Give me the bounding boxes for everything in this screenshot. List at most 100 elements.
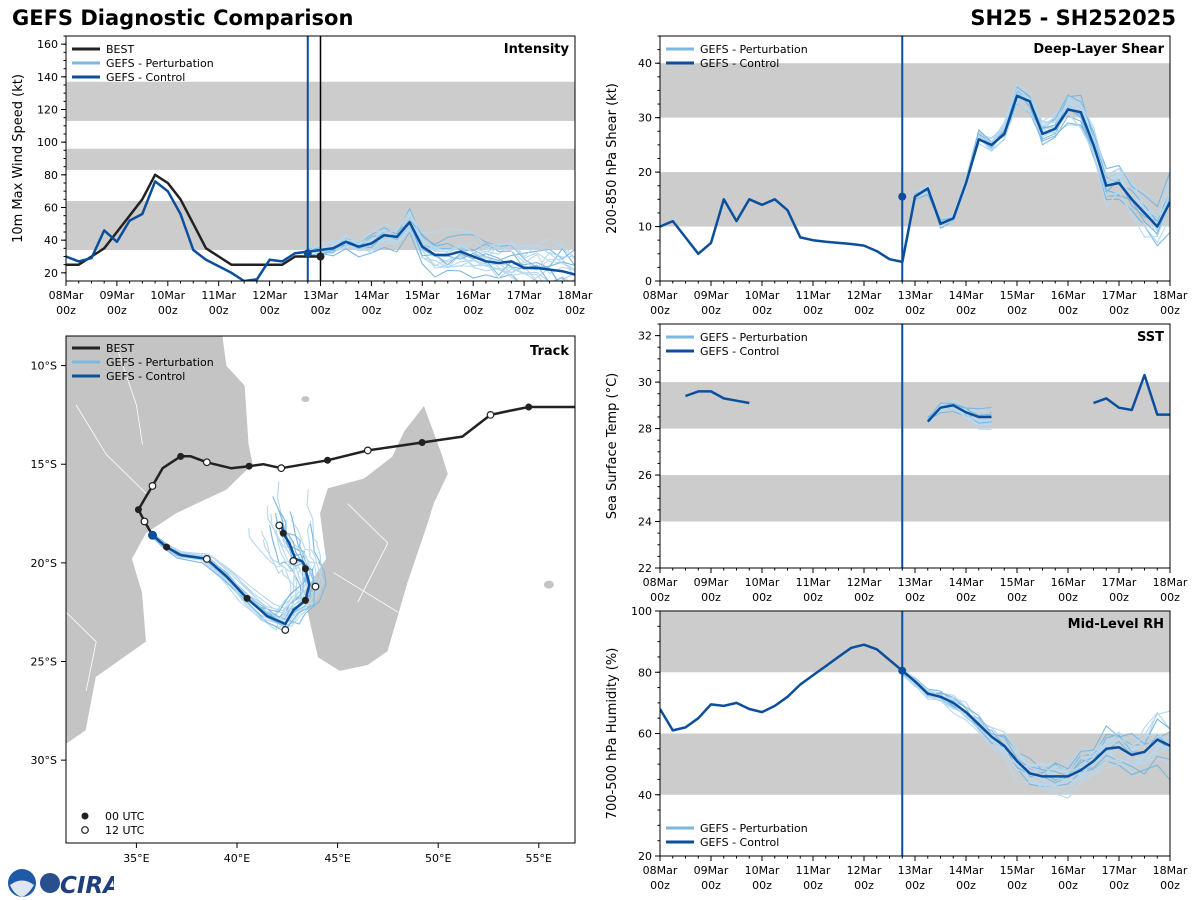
legend-label: GEFS - Control [106,71,185,84]
x-tick-sublabel: 00z [1007,591,1027,604]
map-area [66,336,575,746]
x-tick-label: 09Mar [694,289,729,302]
y-tick-label: 20 [638,850,652,863]
madagascar-landmass [302,403,449,672]
plot-frame [659,323,1171,569]
lon-tick-label: 45°E [324,852,350,865]
x-tick-label: 14Mar [949,864,984,877]
perturbation-line [307,210,575,270]
lat-tick-label: 30°S [31,754,57,767]
x-tick-sublabel: 00z [362,304,382,317]
control-track [151,523,311,626]
y-tick-label: 40 [638,57,652,70]
x-tick-sublabel: 00z [752,304,772,317]
x-tick-label: 17Mar [1102,289,1137,302]
x-tick-label: 18Mar [558,289,593,302]
utc12-point [486,411,495,419]
lon-tick-label: 50°E [425,852,451,865]
x-tick-sublabel: 00z [752,879,772,892]
x-tick-sublabel: 00z [56,304,76,317]
x-tick-sublabel: 00z [854,879,874,892]
utc00-point [418,439,426,447]
y-tick-label: 160 [37,38,58,51]
init-marker [898,666,907,675]
region-border [333,572,399,613]
y-tick-label: 20 [638,166,652,179]
legend-label: GEFS - Perturbation [106,356,214,369]
x-tick-sublabel: 00z [412,304,432,317]
utc12-point [275,521,284,530]
x-tick-sublabel: 00z [1007,304,1027,317]
x-tick-sublabel: 00z [1160,304,1180,317]
y-tick-label: 28 [638,423,652,436]
panel-title: Intensity [504,42,570,57]
shaded-band [660,382,1170,429]
x-tick-label: 11Mar [796,864,831,877]
x-tick-label: 15Mar [1000,576,1035,589]
x-tick-label: 10Mar [745,864,780,877]
x-tick-sublabel: 00z [650,304,670,317]
x-tick-label: 10Mar [745,576,780,589]
x-tick-sublabel: 00z [1109,591,1129,604]
lat-tick-label: 20°S [31,557,57,570]
utc00-point [279,529,287,537]
legend-label: GEFS - Control [106,370,185,383]
y-tick-label: 40 [44,234,58,247]
lat-tick-label: 25°S [31,656,57,669]
x-tick-sublabel: 00z [1109,304,1129,317]
x-tick-label: 17Mar [1102,864,1137,877]
x-tick-label: 09Mar [100,289,135,302]
x-tick-sublabel: 00z [752,591,772,604]
x-tick-label: 12Mar [847,576,882,589]
x-tick-sublabel: 00z [1160,591,1180,604]
x-tick-sublabel: 00z [956,879,976,892]
control-line [660,94,1170,264]
y-tick-label: 10 [638,221,652,234]
legend-label: GEFS - Perturbation [700,331,808,344]
x-tick-sublabel: 00z [1007,879,1027,892]
legend-label: GEFS - Perturbation [700,43,808,56]
shaded-band [660,611,1170,673]
x-tick-sublabel: 00z [1058,879,1078,892]
globe-icon [40,873,60,893]
y-axis-label: 10m Max Wind Speed (kt) [11,74,26,243]
utc12-point [311,582,320,591]
plot-area [660,36,1170,281]
y-tick-label: 140 [37,71,58,84]
legend-label: GEFS - Control [700,57,779,70]
init-marker [303,249,312,258]
x-tick-sublabel: 00z [701,879,721,892]
x-tick-sublabel: 00z [1058,304,1078,317]
y-tick-label: 30 [638,376,652,389]
perturbation-line [901,95,1170,266]
x-tick-label: 18Mar [1153,289,1188,302]
x-tick-label: 08Mar [643,864,678,877]
x-tick-sublabel: 00z [1058,591,1078,604]
region-border [66,611,97,692]
x-tick-label: 14Mar [949,289,984,302]
perturbation-line [901,669,1170,794]
y-axis-label: Sea Surface Temp (°C) [605,373,620,520]
x-tick-label: 10Mar [745,289,780,302]
x-tick-label: 16Mar [1051,576,1086,589]
perturbation-line [901,667,1170,776]
y-tick-label: 20 [44,267,58,280]
y-tick-label: 120 [37,104,58,117]
x-tick-sublabel: 00z [905,879,925,892]
x-tick-sublabel: 00z [803,304,823,317]
x-tick-sublabel: 00z [854,591,874,604]
plot-frame [65,35,576,282]
perturbation-line [307,219,575,270]
x-tick-sublabel: 00z [209,304,229,317]
init-marker [898,192,907,201]
y-tick-label: 24 [638,516,652,529]
utc00-point [525,403,533,411]
cira-wordmark: CIRA [60,873,114,899]
y-tick-label: 60 [638,728,652,741]
legend-label: GEFS - Perturbation [106,57,214,70]
x-tick-label: 17Mar [507,289,542,302]
best-track-line [66,173,321,266]
plot-area [660,611,1170,856]
y-tick-label: 26 [638,469,652,482]
